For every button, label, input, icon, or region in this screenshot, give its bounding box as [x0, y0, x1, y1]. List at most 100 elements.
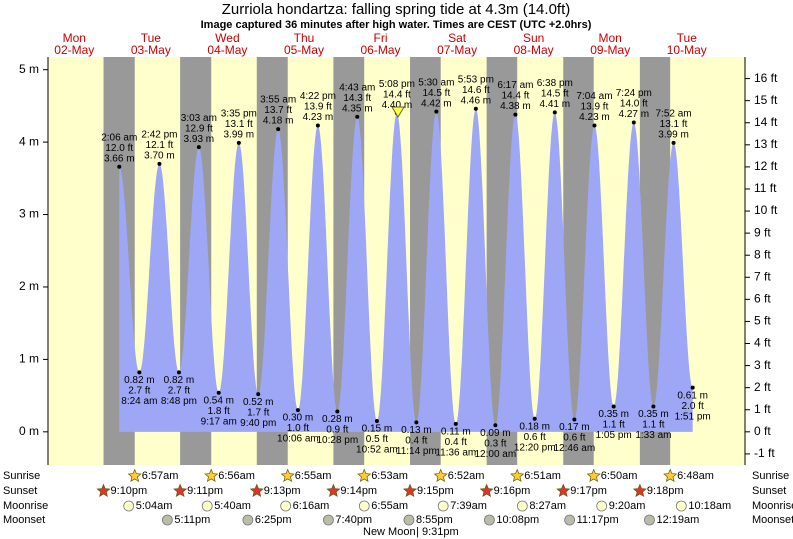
row-time: 9:14pm — [340, 485, 377, 497]
sun-icon — [280, 468, 295, 483]
row-label: Moonrise — [752, 500, 793, 512]
tide-label: 4:43 am — [339, 82, 375, 93]
tide-label: 4:22 pm — [300, 91, 336, 102]
tide-label: 12.9 ft — [185, 123, 213, 134]
tide-point — [493, 423, 498, 428]
sun-icon — [663, 468, 678, 483]
tide-point — [414, 420, 419, 425]
tide-label: 12.0 ft — [105, 143, 133, 154]
tide-label: 0.4 ft — [405, 436, 427, 447]
tide-label: 1:33 am — [635, 430, 671, 441]
tide-label: 9:17 am — [201, 416, 237, 427]
sun-icon — [249, 483, 264, 498]
y-tick-label: 3 m — [19, 207, 39, 221]
tide-point — [651, 404, 656, 409]
day-name: Tue — [677, 31, 698, 45]
sun-icon — [479, 483, 494, 498]
row-time: 9:17pm — [570, 485, 607, 497]
tide-label: 10:06 am — [277, 434, 319, 445]
row-time: 6:16am — [293, 500, 330, 512]
tide-point — [434, 109, 439, 114]
moon-icon — [675, 500, 687, 512]
y2-tick-label: 15 ft — [754, 93, 778, 107]
day-name: Sun — [523, 31, 544, 45]
tide-label: 13.9 ft — [581, 102, 609, 113]
tide-label: 4.35 m — [342, 103, 373, 114]
tide-label: 14.5 ft — [422, 88, 450, 99]
tide-label: 0.18 m — [519, 421, 550, 432]
tide-label: 8:24 am — [121, 396, 157, 407]
sun-icon — [204, 468, 219, 483]
y2-tick-label: 14 ft — [754, 115, 778, 129]
day-date: 08-May — [514, 43, 554, 57]
row-time: 6:55am — [295, 470, 332, 482]
moon-icon — [323, 514, 334, 526]
tide-label: 3.70 m — [144, 150, 175, 161]
tide-label: 1.0 ft — [287, 423, 309, 434]
tide-label: 0.82 m — [124, 375, 155, 386]
tide-label: 1.7 ft — [247, 407, 269, 418]
row-time: 6:56am — [218, 470, 255, 482]
sun-icon — [433, 468, 448, 483]
day-name: Thu — [294, 31, 315, 45]
row-time: 9:13pm — [264, 485, 301, 497]
row-label: Moonset — [752, 514, 793, 526]
row-time: 9:20am — [609, 500, 646, 512]
tide-label: 14.0 ft — [620, 99, 648, 110]
tide-point — [176, 370, 181, 375]
row-time: 9:11pm — [187, 485, 223, 497]
tide-label: 4.23 m — [303, 112, 334, 123]
tide-point — [513, 112, 518, 117]
tide-label: 0.54 m — [203, 395, 234, 406]
tide-label: 1:51 pm — [675, 411, 711, 422]
tide-label: 0.3 ft — [484, 438, 506, 449]
row-label: Sunrise — [3, 470, 40, 482]
day-date: 09-May — [590, 43, 630, 57]
day-name: Mon — [63, 31, 86, 45]
day-date: 05-May — [284, 43, 324, 57]
y2-tick-label: 0 ft — [754, 424, 771, 438]
tide-label: 0.52 m — [243, 397, 274, 408]
tide-point — [631, 120, 636, 125]
tide-label: 7:04 am — [576, 91, 612, 102]
day-name: Tue — [141, 31, 162, 45]
y2-tick-label: 10 ft — [754, 203, 778, 217]
tide-point — [295, 408, 300, 413]
y-tick-label: 1 m — [19, 352, 39, 366]
day-date: 03-May — [131, 43, 171, 57]
row-time: 6:25pm — [255, 514, 292, 526]
y2-tick-label: 12 ft — [754, 159, 778, 173]
y-tick-label: 2 m — [19, 279, 39, 293]
row-time: 7:40pm — [335, 514, 372, 526]
tide-label: 0.61 m — [677, 390, 708, 401]
tide-point — [671, 140, 676, 145]
tide-label: 4.38 m — [500, 101, 531, 112]
row-time: 5:11pm — [174, 514, 210, 526]
tide-label: 0.28 m — [322, 414, 353, 425]
sun-icon — [127, 468, 142, 483]
y-tick-label: 4 m — [19, 134, 39, 148]
tide-label: 14.6 ft — [462, 85, 490, 96]
plot-foreground: 0 m 1 m 2 m 3 m 4 m 5 m -1 ft 0 ft 1 ft 2 ft 3 ft 4… — [3, 31, 793, 526]
tide-label: 3.99 m — [658, 129, 689, 140]
tide-point — [374, 418, 379, 423]
moon-icon — [358, 500, 370, 512]
row-label: Sunset — [752, 485, 786, 497]
y-tick-label: 0 m — [19, 424, 39, 438]
moon-icon — [201, 500, 213, 512]
day-name: Wed — [215, 31, 239, 45]
tide-point — [453, 421, 458, 426]
row-time: 6:57am — [142, 470, 179, 482]
row-time: 6:48am — [677, 470, 714, 482]
tide-label: 5:08 pm — [379, 79, 415, 90]
row-time: 6:53am — [371, 470, 408, 482]
tide-label: 7:52 am — [656, 108, 692, 119]
tide-label: 4.27 m — [619, 109, 650, 120]
row-label: Sunset — [3, 485, 37, 497]
row-label: Moonrise — [3, 500, 48, 512]
y2-tick-label: 1 ft — [754, 402, 771, 416]
tide-point — [256, 392, 261, 397]
tide-label: 13.7 ft — [264, 105, 292, 116]
y2-tick-label: 3 ft — [754, 358, 771, 372]
